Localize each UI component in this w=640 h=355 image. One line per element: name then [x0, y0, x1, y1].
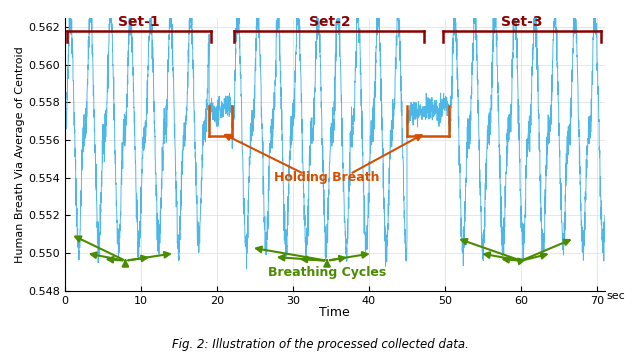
Text: Set-1: Set-1 — [118, 15, 160, 29]
Text: sec: sec — [606, 291, 625, 301]
Y-axis label: Human Breath Via Average of Centroid: Human Breath Via Average of Centroid — [15, 46, 25, 263]
Text: Holding Breath: Holding Breath — [275, 171, 380, 184]
X-axis label: Time: Time — [319, 306, 350, 319]
Text: Set-2: Set-2 — [308, 15, 350, 29]
Text: Breathing Cycles: Breathing Cycles — [268, 266, 386, 279]
Text: Set-3: Set-3 — [501, 15, 543, 29]
Text: Fig. 2: Illustration of the processed collected data.: Fig. 2: Illustration of the processed co… — [172, 338, 468, 351]
